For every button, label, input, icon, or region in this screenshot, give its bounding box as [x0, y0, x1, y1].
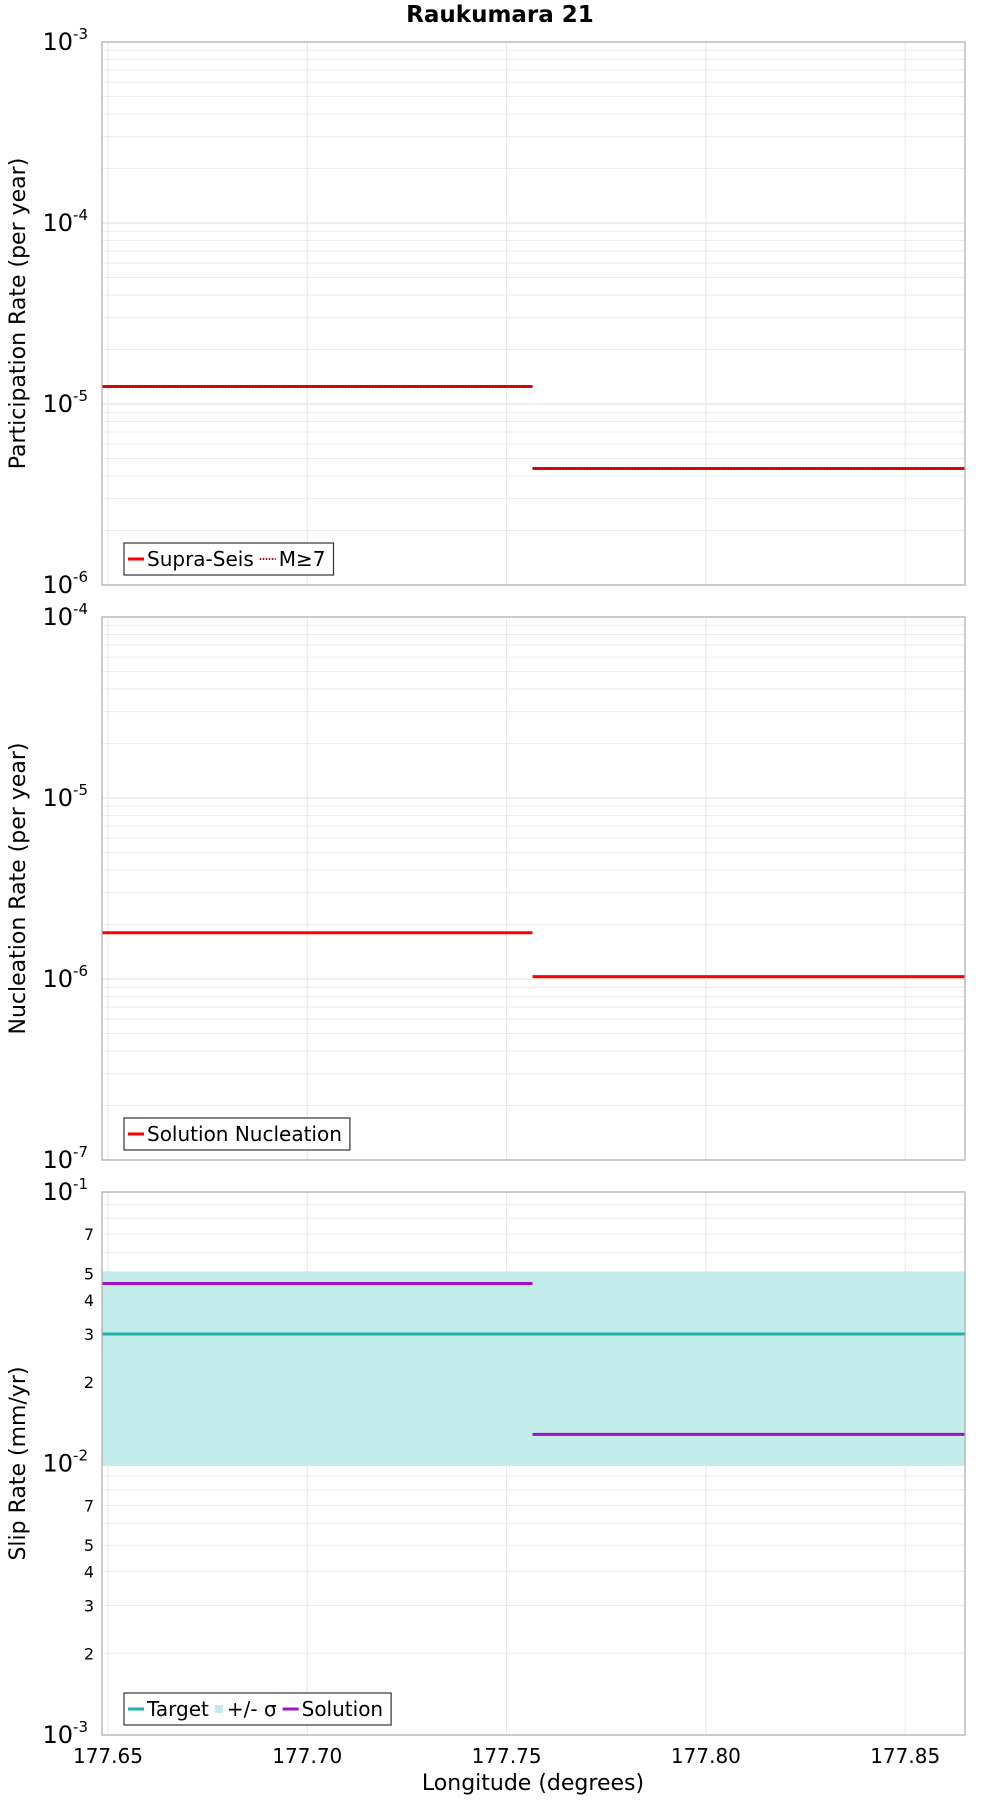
y-minor-tick-label: 2 [84, 1644, 94, 1663]
y-minor-tick-label: 3 [84, 1596, 94, 1615]
y-minor-tick-label: 7 [84, 1225, 94, 1244]
chart-panel-slip: 10-1 10-2 10-3 7 5 4 3 2 7 5 4 3 2 Slip Rate (mm/yr) 1… [6, 1175, 966, 1768]
legend-swatch-band [214, 1705, 223, 1713]
legend-label: Target [146, 1697, 209, 1721]
band-sigma [102, 1271, 965, 1466]
legend-label: Solution [302, 1697, 383, 1721]
y-tick-label: 10-6 [42, 962, 88, 993]
legend-label: M≥7 [279, 547, 326, 571]
chart-panel-nucleation: 10-4 10-5 10-6 10-7 Nucleation Rate (per yea… [6, 600, 966, 1174]
y-tick-label: 10-1 [42, 1175, 88, 1206]
figure-title: Raukumara 21 [406, 2, 594, 28]
x-tick-label: 177.80 [671, 1744, 741, 1768]
y-tick-label: 10-3 [42, 25, 88, 56]
chart-panel-participation: 10-3 10-4 10-5 10-6 Participation Rate (per … [6, 25, 966, 599]
legend: Supra-Seis M≥7 [123, 542, 335, 576]
legend-label: Supra-Seis [147, 547, 254, 571]
y-tick-label: 10-4 [42, 206, 88, 237]
plot-frame [101, 41, 966, 586]
y-axis-label: Nucleation Rate (per year) [6, 743, 31, 1035]
y-minor-tick-label: 5 [84, 1265, 94, 1284]
legend-box [123, 1117, 351, 1151]
plot-frame [101, 616, 966, 1161]
y-tick-label: 10-2 [42, 1447, 88, 1478]
y-tick-label: 10-5 [42, 781, 88, 812]
legend-box [123, 1692, 392, 1726]
y-minor-tick-label: 4 [84, 1291, 94, 1310]
y-tick-label: 10-3 [42, 1718, 88, 1749]
legend-box [123, 542, 335, 576]
legend: Target +/- σ Solution [123, 1692, 392, 1726]
y-minor-tick-label: 3 [84, 1325, 94, 1344]
y-axis-label: Participation Rate (per year) [6, 158, 31, 470]
x-axis-label: Longitude (degrees) [422, 1771, 644, 1796]
y-tick-label: 10-5 [42, 387, 88, 418]
y-tick-label: 10-7 [42, 1143, 88, 1174]
plot-area [102, 42, 965, 585]
y-minor-tick-label: 7 [84, 1497, 94, 1516]
plot-frame [101, 1191, 966, 1736]
x-tick-label: 177.75 [472, 1744, 542, 1768]
x-tick-label: 177.65 [73, 1744, 143, 1768]
y-tick-label: 10-4 [42, 600, 88, 631]
x-tick-label: 177.85 [870, 1744, 940, 1768]
y-minor-tick-label: 2 [84, 1373, 94, 1392]
y-axis-label: Slip Rate (mm/yr) [6, 1366, 31, 1560]
plot-area [102, 617, 965, 1160]
chart-panels: 10-3 10-4 10-5 10-6 Participation Rate (per … [6, 25, 966, 1768]
y-minor-tick-label: 4 [84, 1563, 94, 1582]
legend-label: Solution Nucleation [147, 1122, 342, 1146]
legend-label: +/- σ [227, 1697, 277, 1721]
x-tick-label: 177.70 [272, 1744, 342, 1768]
legend: Solution Nucleation [123, 1117, 351, 1151]
y-tick-label: 10-6 [42, 568, 88, 599]
y-minor-tick-label: 5 [84, 1536, 94, 1555]
